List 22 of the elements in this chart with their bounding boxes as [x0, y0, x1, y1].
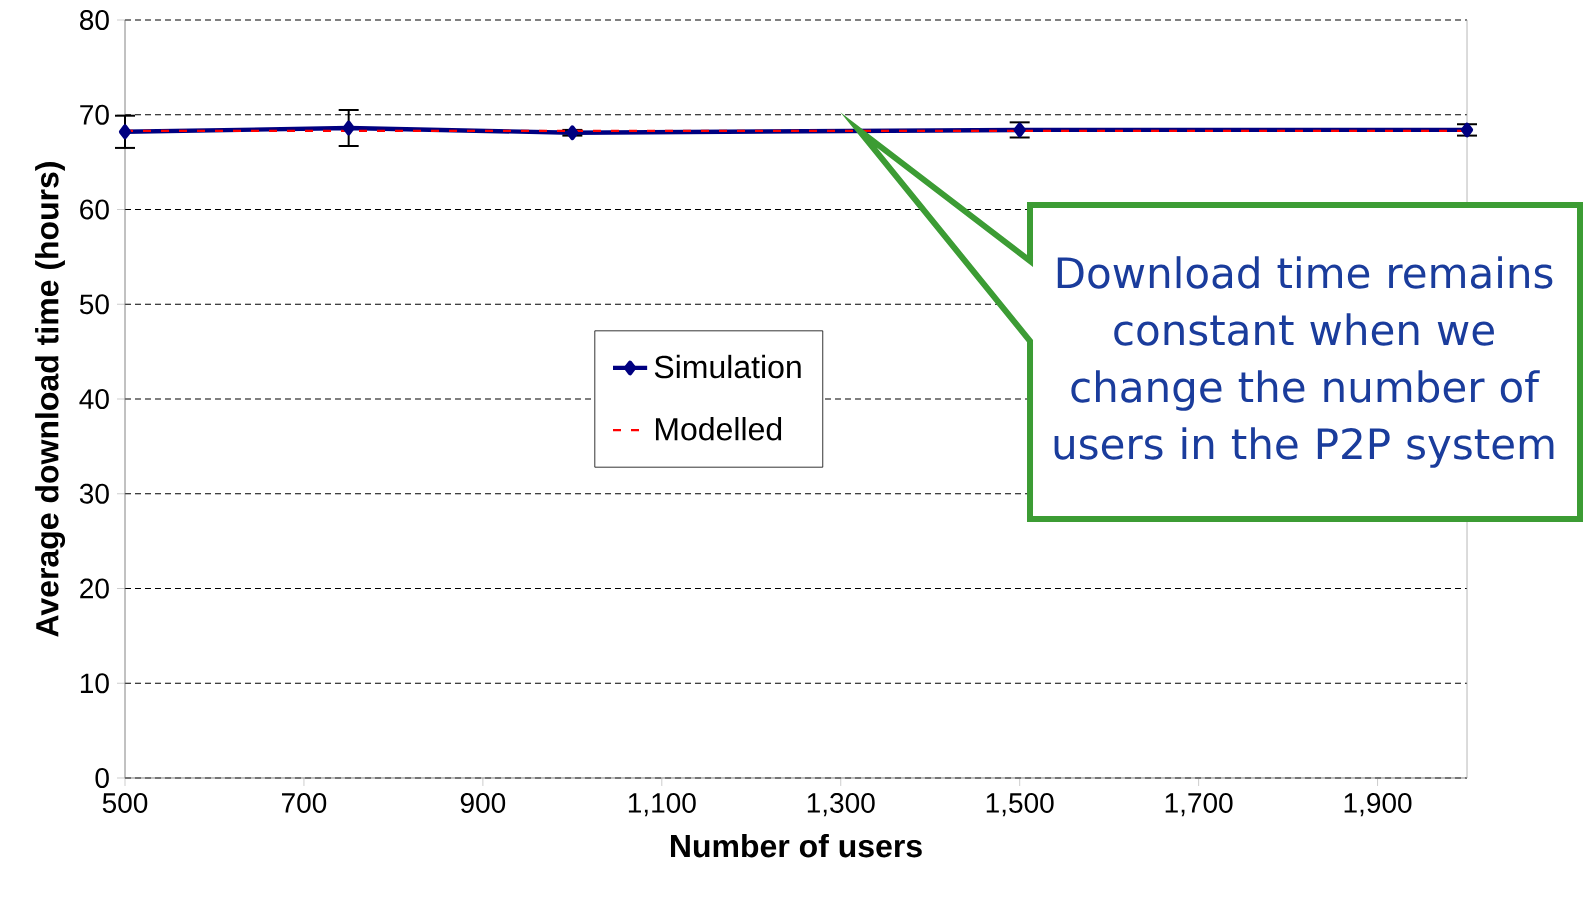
annotation: Download time remains constant when we change the number of users in the P2P system [1054, 256, 1554, 468]
x-tick-label: 1,100 [628, 793, 696, 817]
x-tick-label: 1,900 [1344, 793, 1412, 817]
x-tick-label: 1,300 [807, 793, 875, 817]
y-tick-label: 10 [80, 673, 109, 694]
y-tick-label: 40 [79, 389, 109, 409]
y-tick-label: 70 [80, 104, 109, 125]
x-tick-label: 1,500 [986, 793, 1054, 817]
y-tick-label: 20 [80, 578, 109, 599]
x-tick-label: 700 [282, 793, 327, 813]
x-tick-label: 500 [102, 793, 148, 813]
y-tick-label: 30 [79, 483, 109, 504]
y-tick-label: 50 [79, 294, 109, 315]
legend-label: Simulation [654, 354, 801, 379]
x-axis-title: Number of users [671, 833, 922, 858]
x-tick-label: 900 [460, 793, 506, 813]
x-tick-label: 1,700 [1165, 793, 1233, 817]
y-tick-label: 60 [80, 199, 109, 220]
legend-label: Modelled [655, 417, 782, 441]
y-axis-title: Average download time (hours) [35, 162, 66, 637]
y-tick-label: 80 [80, 10, 109, 30]
y-tick-label: 0 [95, 768, 109, 788]
